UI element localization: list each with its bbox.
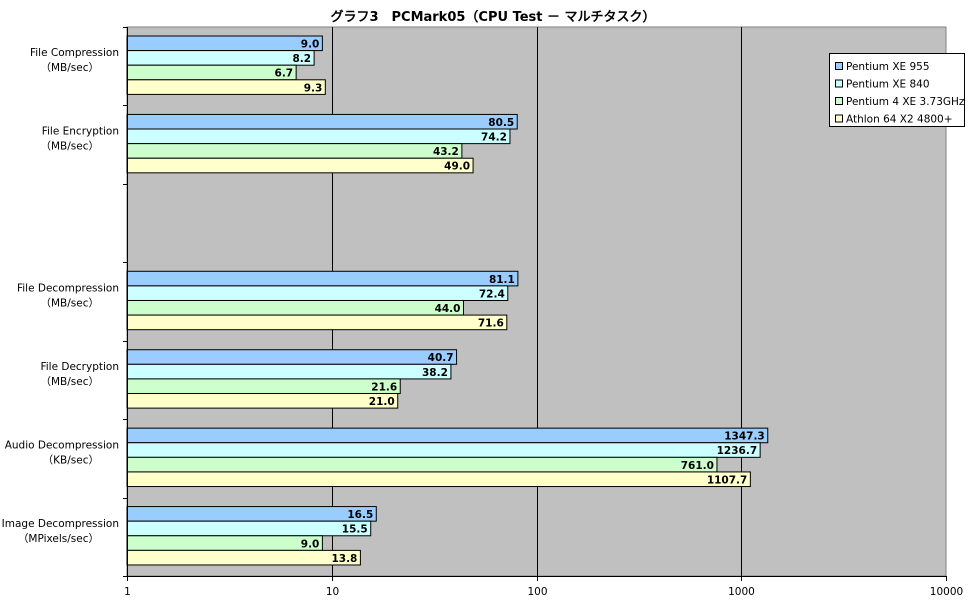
bar (126, 456, 718, 473)
bar (126, 363, 452, 380)
x-tick-label: 10 (326, 586, 339, 598)
bar (126, 349, 458, 365)
axes: File Compression （MB/sec） File Encryption （… (2, 27, 963, 598)
bar (126, 79, 326, 95)
bar (126, 393, 399, 409)
category-unit: （MB/sec） (40, 62, 99, 74)
data-label: 761.0 (681, 460, 714, 472)
legend-swatch (835, 97, 843, 105)
data-label: 21.6 (371, 381, 397, 393)
category-unit: （MB/sec） (40, 298, 99, 310)
chart-title: グラフ3 PCMark05（CPU Test － マルチタスク） (330, 9, 655, 25)
bar (126, 378, 401, 395)
legend-box (829, 53, 965, 127)
x-tick-label: 1 (124, 586, 131, 598)
bar (126, 270, 519, 287)
legend-swatch (835, 79, 843, 88)
bar (126, 128, 511, 145)
data-label: 1107.7 (707, 474, 748, 486)
bar (126, 471, 751, 488)
bar (126, 520, 372, 537)
data-label: 38.2 (422, 367, 448, 379)
data-label: 1236.7 (717, 445, 758, 457)
category-label: File Encryption (42, 126, 119, 138)
category-label: Image Decompression (2, 518, 119, 530)
data-label: 9.0 (301, 39, 320, 51)
bar (126, 64, 297, 81)
bars: 9.0 80.5 81.1 40.7 1347.3 16.5 8.2 74.2 72.4 38.2… (126, 35, 769, 566)
data-label: 9.0 (301, 538, 320, 550)
legend-label: Pentium 4 XE 3.73GHz (846, 96, 965, 108)
data-label: 74.2 (481, 132, 507, 144)
category-unit: （MB/sec） (40, 376, 99, 388)
category-label: Audio Decompression (5, 439, 119, 451)
bar (126, 285, 509, 301)
category-unit: （MPixels/sec） (18, 533, 99, 545)
x-tick-label: 10000 (930, 586, 963, 598)
x-tick-label: 1000 (728, 586, 755, 598)
bar (126, 113, 518, 130)
bar (126, 506, 377, 522)
bar (126, 143, 463, 159)
data-label: 9.3 (304, 82, 323, 94)
data-label: 21.0 (369, 396, 395, 408)
data-label: 6.7 (275, 68, 294, 80)
bar (126, 535, 323, 551)
data-label: 1347.3 (724, 431, 765, 443)
data-label: 72.4 (479, 288, 505, 300)
data-label: 71.6 (478, 318, 504, 330)
category-unit: （MB/sec） (40, 141, 99, 153)
data-label: 40.7 (428, 352, 454, 364)
legend: Pentium XE 955 Pentium XE 840 Pentium 4 XE… (829, 53, 965, 127)
legend-label: Athlon 64 X2 4800+ (846, 114, 953, 126)
data-label: 44.0 (435, 303, 461, 315)
bar (126, 299, 464, 316)
data-label: 15.5 (342, 524, 368, 536)
bar (126, 549, 361, 566)
data-label: 81.1 (489, 274, 515, 286)
bar (126, 314, 508, 331)
bar (126, 427, 769, 444)
bar (126, 157, 474, 174)
x-tick-label: 100 (527, 586, 547, 598)
legend-label: Pentium XE 955 (846, 61, 930, 73)
category-label: File Decryption (40, 361, 119, 373)
category-label: File Decompression (17, 283, 119, 295)
bar (126, 50, 315, 66)
data-label: 8.2 (292, 53, 311, 65)
category-label: File Compression (30, 47, 119, 59)
data-label: 13.8 (331, 553, 357, 565)
data-label: 16.5 (347, 509, 373, 521)
legend-swatch (835, 62, 843, 70)
data-label: 49.0 (444, 161, 470, 173)
bar (126, 442, 761, 458)
data-label: 43.2 (433, 146, 459, 158)
legend-swatch (835, 114, 843, 123)
bar (126, 35, 323, 52)
category-unit: （KB/sec） (43, 454, 99, 466)
legend-label: Pentium XE 840 (846, 79, 930, 91)
data-label: 80.5 (488, 117, 514, 129)
